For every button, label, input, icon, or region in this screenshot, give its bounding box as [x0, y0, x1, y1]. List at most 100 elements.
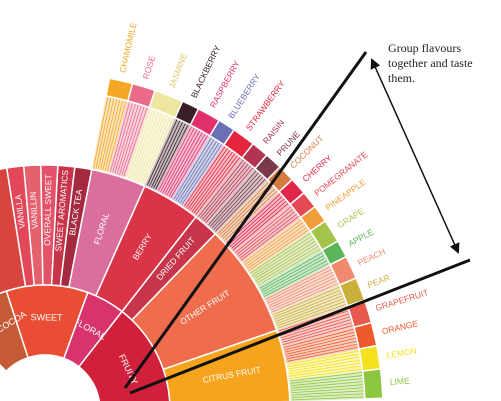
stripe: [290, 378, 363, 387]
stripe: [238, 211, 296, 257]
stripe: [123, 107, 148, 177]
stripe: [232, 203, 289, 251]
category-label: VANILLA: [13, 194, 27, 230]
stripe: [288, 353, 360, 368]
flavour-label: ORANGE: [381, 318, 419, 336]
stripe: [276, 298, 345, 325]
category-label: VANILLIN: [28, 191, 40, 229]
flavour-label: APPLE: [346, 227, 375, 249]
stripe: [181, 144, 223, 205]
stripe: [265, 266, 331, 300]
stripe: [205, 167, 254, 223]
stripe: [245, 224, 306, 268]
stripe: [128, 109, 154, 178]
stripe: [277, 303, 347, 329]
stripe: [231, 200, 287, 249]
stripe: [290, 381, 363, 389]
stripe: [248, 229, 309, 271]
stripe: [273, 289, 341, 318]
stripe: [239, 213, 297, 259]
stripe: [130, 110, 157, 179]
stripe: [203, 165, 251, 222]
annotation: Group flavours: [388, 41, 461, 55]
stripe: [179, 142, 220, 204]
stripe: [173, 137, 212, 200]
stripe: [112, 103, 133, 173]
stripe: [282, 322, 352, 343]
stripe: [235, 206, 292, 254]
stripe: [254, 240, 316, 280]
stripe: [166, 132, 203, 196]
stripe: [275, 295, 343, 322]
stripe: [177, 140, 217, 203]
stripe: [155, 124, 189, 190]
flavour-label: PEAR: [366, 272, 391, 290]
stripe: [286, 340, 357, 358]
stripe: [213, 176, 264, 230]
stripe: [264, 263, 329, 297]
stripe: [289, 365, 362, 377]
stripe: [287, 350, 359, 365]
flavour-box: [358, 344, 382, 372]
stripe: [149, 120, 181, 187]
stripe: [266, 269, 332, 302]
stripe: [146, 119, 178, 186]
stripe: [132, 111, 160, 180]
stripe: [162, 129, 198, 194]
stripe-band: [108, 100, 150, 179]
flavour-label: ROSE: [141, 54, 158, 80]
stripe: [185, 148, 228, 208]
stripe: [215, 178, 266, 232]
stripe: [283, 325, 353, 346]
stripe: [250, 232, 311, 274]
stripe: [153, 123, 186, 189]
stripe-band: [276, 305, 355, 347]
stripe: [201, 163, 249, 220]
stripe: [247, 227, 307, 270]
stripe: [291, 396, 364, 401]
stripe: [93, 97, 109, 168]
stripe: [289, 368, 362, 379]
stripe: [139, 115, 168, 183]
stripe: [198, 159, 244, 217]
stripe: [290, 372, 362, 382]
stripe: [291, 384, 364, 391]
flavour-label: LIME: [389, 376, 410, 388]
stripe: [274, 292, 342, 320]
stripe: [287, 346, 358, 362]
stripe: [285, 334, 356, 353]
stripe: [263, 260, 328, 295]
stripe: [107, 101, 127, 172]
stripe: [241, 216, 299, 261]
stripe: [236, 208, 294, 255]
stripe: [217, 181, 269, 234]
stripe: [270, 280, 337, 311]
stripe: [209, 172, 259, 227]
stripe: [229, 198, 285, 247]
stripe: [151, 122, 183, 188]
stripe: [228, 196, 283, 246]
stripe: [252, 238, 315, 278]
stripe: [126, 108, 151, 177]
flavour-box: [361, 367, 384, 400]
stripe: [109, 102, 130, 172]
flavour-label: PEACH: [356, 246, 387, 267]
stripe: [187, 149, 231, 210]
divider-line: [123, 51, 368, 389]
stripe: [100, 99, 118, 170]
stripe: [134, 112, 163, 181]
stripe: [200, 161, 247, 219]
stripe: [191, 153, 236, 212]
stripe: [289, 362, 361, 375]
group-segment: [0, 290, 29, 373]
stripe: [291, 393, 364, 398]
stripe: [260, 254, 325, 291]
stripe: [257, 248, 321, 286]
stripe: [280, 313, 350, 336]
stripe: [116, 104, 139, 174]
stripe: [251, 235, 313, 276]
stripe: [281, 316, 351, 339]
annotation: together and taste: [388, 56, 473, 70]
